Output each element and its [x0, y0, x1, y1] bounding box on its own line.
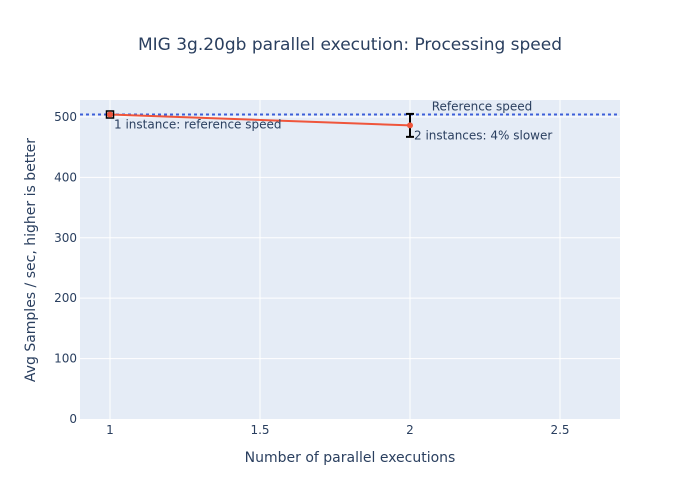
y-axis-label: Avg Samples / sec, higher is better [23, 138, 39, 382]
y-tick-label: 200 [54, 291, 77, 305]
y-tick-label: 0 [69, 412, 77, 426]
x-tick-label: 1.5 [250, 423, 269, 437]
error-bar-cap [105, 110, 115, 119]
x-tick-label: 1 [106, 423, 114, 437]
x-axis-label: Number of parallel executions [245, 450, 456, 466]
ticks: 0 100 200 300 400 500 1 1.5 2 2.5 [54, 110, 569, 437]
data-point [107, 111, 113, 118]
y-tick-label: 500 [54, 110, 77, 124]
chart-title: MIG 3g.20gb parallel execution: Processi… [138, 35, 562, 55]
marks: Reference speed 1 instance: reference spe… [80, 100, 620, 142]
series-line [109, 113, 411, 127]
data-point [407, 122, 413, 129]
annotation: 2 instances: 4% slower [414, 128, 552, 142]
y-tick-label: 300 [54, 231, 77, 245]
plot-background [80, 100, 620, 419]
x-tick-label: 2.5 [550, 423, 569, 437]
y-tick-label: 100 [54, 352, 77, 366]
reference-line-label: Reference speed [432, 100, 533, 114]
annotation: 1 instance: reference speed [114, 118, 282, 132]
y-tick-label: 400 [54, 170, 77, 184]
x-tick-label: 2 [406, 423, 414, 437]
